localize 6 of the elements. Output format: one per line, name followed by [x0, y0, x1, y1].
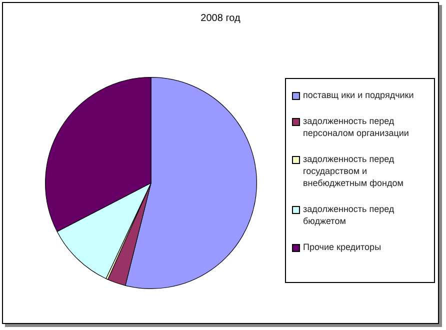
legend-label: задолженность перед государством и внебюджетным фондом: [303, 153, 404, 189]
legend-label: Прочие кредиторы: [303, 241, 382, 253]
legend-label: поставщ ики и подрядчики: [303, 89, 414, 101]
legend-label: задолженность перед персоналом организации: [303, 115, 410, 139]
legend-label: задолженность перед бюджетом: [303, 203, 396, 227]
chart-title: 2008 год: [200, 13, 242, 24]
